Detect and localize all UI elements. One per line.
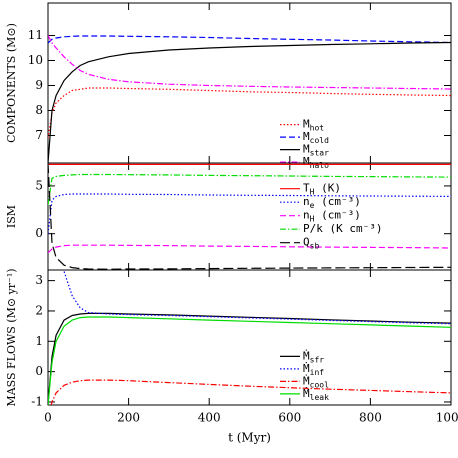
legend-sub: leak	[310, 392, 329, 401]
legend-after: (cm⁻³)	[314, 195, 360, 208]
legend-name: Q	[303, 236, 310, 249]
y-tick-label: 8	[35, 103, 43, 117]
series-line	[48, 244, 451, 254]
legend-name: M	[303, 118, 310, 131]
legend-after: (K)	[314, 182, 341, 195]
legend-name: P/k (K cm⁻³)	[303, 222, 382, 235]
legend-label: ne (cm⁻³)	[303, 195, 361, 210]
y-tick-label: -1	[31, 394, 43, 408]
series-line	[50, 379, 451, 405]
series-line	[48, 163, 451, 270]
legend-label: Ṁcool	[303, 374, 329, 389]
plot-area	[48, 271, 451, 405]
legend-label: Mhot	[303, 118, 324, 133]
series-line	[48, 35, 451, 90]
y-tick-label: 0	[35, 364, 43, 378]
series-line	[48, 35, 451, 44]
legend-name: M	[303, 155, 310, 168]
legend-sub: halo	[310, 161, 329, 170]
legend-name: n	[303, 195, 310, 208]
y-tick-label: 0	[35, 226, 43, 240]
legend-label: nH (cm⁻³)	[303, 209, 361, 224]
x-tick-label: 200	[117, 411, 140, 425]
x-axis-label: t (Myr)	[228, 431, 271, 445]
legend-label: Mcold	[303, 130, 329, 145]
x-tick-label: 600	[278, 411, 301, 425]
legend-label: Mhalo	[303, 155, 329, 170]
panel-frame	[47, 269, 452, 406]
y-tick-label: 11	[28, 28, 43, 42]
legend-sub: H	[310, 187, 315, 196]
legend-label: TH (K)	[303, 182, 341, 197]
legend-name: M	[303, 130, 310, 143]
plot-area	[48, 35, 451, 163]
y-axis-label: ISM	[5, 205, 18, 228]
legend-sub: cool	[310, 380, 329, 389]
y-tick-label: 10	[28, 53, 43, 67]
series-line	[63, 271, 451, 325]
legend-label: Ṁleak	[303, 387, 329, 402]
legend-after: (cm⁻³)	[314, 209, 360, 222]
legend-sub: inf	[310, 367, 325, 376]
x-tick-label: 800	[359, 411, 382, 425]
legend-label: Qsb	[303, 236, 319, 251]
x-tick-label: 0	[44, 411, 52, 425]
panel-frame	[47, 162, 452, 271]
y-axis-label: MASS FLOWS (M⊙ yr⁻¹)	[5, 268, 18, 406]
panel-frame	[47, 2, 452, 164]
y-tick-label: 9	[35, 78, 43, 92]
y-tick-label: 5	[35, 178, 43, 192]
legend-sub: H	[310, 214, 315, 223]
legend-label: Ṁsfr	[303, 349, 324, 364]
legend-label: P/k (K cm⁻³)	[303, 222, 382, 235]
legend-name: M	[303, 143, 310, 156]
x-tick-label: 1000	[436, 411, 458, 425]
y-tick-label: 1	[35, 334, 43, 348]
series-line	[48, 173, 451, 206]
legend-name: Ṁ	[303, 349, 310, 362]
series-line	[48, 316, 451, 405]
legend-label: Mstar	[303, 143, 329, 158]
legend-sub: cold	[310, 136, 329, 145]
series-line	[48, 193, 451, 234]
legend-sub: sb	[310, 241, 320, 250]
legend-label: Ṁinf	[303, 362, 324, 377]
series-line	[48, 41, 451, 163]
legend-name: n	[303, 209, 310, 222]
legend-sub: sfr	[310, 355, 325, 364]
legend-sub: star	[310, 148, 329, 157]
legend-name: Ṁ	[303, 362, 310, 375]
legend-name: Ṁ	[303, 374, 310, 387]
series-line	[48, 312, 451, 405]
series-line	[48, 87, 451, 139]
legend-name: T	[303, 182, 310, 195]
y-tick-label: 2	[35, 303, 43, 317]
legend-sub: hot	[310, 123, 325, 132]
y-tick-label: 3	[35, 273, 43, 287]
legend-name: Ṁ	[303, 387, 310, 400]
legend-sub: e	[310, 201, 315, 210]
x-tick-label: 400	[198, 411, 221, 425]
plot-area	[48, 163, 451, 270]
y-tick-label: 7	[35, 128, 43, 142]
y-axis-label: COMPONENTS (M⊙)	[5, 23, 18, 143]
